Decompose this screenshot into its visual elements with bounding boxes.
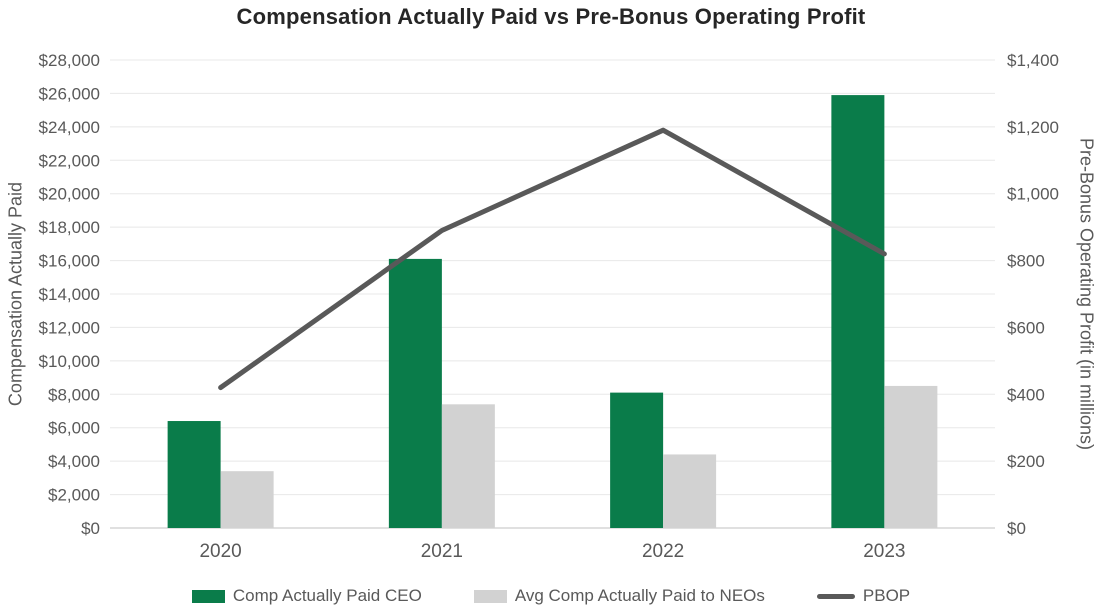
left-axis-tick-label: $12,000 [39,318,100,337]
legend-swatch-neo [473,589,507,603]
left-axis-tick-label: $0 [81,519,100,538]
left-axis-tick-label: $10,000 [39,352,100,371]
legend-label-neo: Avg Comp Actually Paid to NEOs [514,586,765,605]
left-axis-tick-label: $26,000 [39,84,100,103]
left-axis-tick-label: $24,000 [39,118,100,137]
right-axis-tick-label: $800 [1007,252,1045,271]
left-axis-tick-label: $18,000 [39,218,100,237]
legend-swatch-pbop-line [816,593,855,599]
legend-label-ceo: Comp Actually Paid CEO [232,586,422,605]
left-axis-tick-label: $2,000 [48,486,100,505]
legend-item-pbop: PBOP [816,586,911,606]
left-axis-title: Compensation Actually Paid [5,181,26,407]
left-axis-tick-label: $16,000 [39,252,100,271]
right-axis-tick-label: $400 [1007,385,1045,404]
x-axis-label-2023: 2023 [863,541,905,562]
left-axis-tick-label: $22,000 [39,151,100,170]
left-axis-tick-label: $28,000 [39,51,100,70]
left-axis-tick-label: $6,000 [48,419,100,438]
right-axis-tick-label: $200 [1007,452,1045,471]
bar-comp-actually-paid-ceo-2021 [388,258,442,528]
left-axis-tick-label: $4,000 [48,452,100,471]
legend-swatch-ceo [191,589,225,603]
legend-item-ceo: Comp Actually Paid CEO [191,586,422,606]
chart-legend: Comp Actually Paid CEO Avg Comp Actually… [0,586,1102,606]
left-axis-tick-label: $20,000 [39,185,100,204]
x-axis-label-2022: 2022 [642,541,684,562]
chart-title: Compensation Actually Paid vs Pre-Bonus … [236,4,866,29]
right-axis-title: Pre-Bonus Operating Profit (in millions) [1076,137,1097,451]
right-axis-tick-label: $0 [1007,519,1026,538]
bar-comp-actually-paid-ceo-2020 [167,421,221,528]
bar-comp-actually-paid-ceo-2023 [831,95,885,528]
right-axis-tick-label: $1,200 [1007,118,1059,137]
bar-comp-actually-paid-ceo-2022 [610,392,664,528]
right-axis-tick-label: $1,000 [1007,185,1059,204]
legend-label-pbop: PBOP [862,586,911,605]
legend-item-neo: Avg Comp Actually Paid to NEOs [473,586,765,606]
bar-avg-comp-actually-paid-to-neos-2023 [884,385,938,528]
chart-plot-area: $0 $2,000 $4,000 $6,000 $8,000 $10,000 $12,000… [39,51,1059,562]
left-axis-tick-label: $8,000 [48,385,100,404]
x-axis-label-2020: 2020 [199,541,241,562]
line-pbop [218,127,887,391]
bar-avg-comp-actually-paid-to-neos-2022 [663,454,717,528]
bar-avg-comp-actually-paid-to-neos-2020 [220,471,274,528]
left-axis-tick-label: $14,000 [39,285,100,304]
right-axis-tick-label: $600 [1007,318,1045,337]
x-axis-label-2021: 2021 [421,541,463,562]
bar-avg-comp-actually-paid-to-neos-2021 [441,404,495,528]
right-axis-tick-label: $1,400 [1007,51,1059,70]
